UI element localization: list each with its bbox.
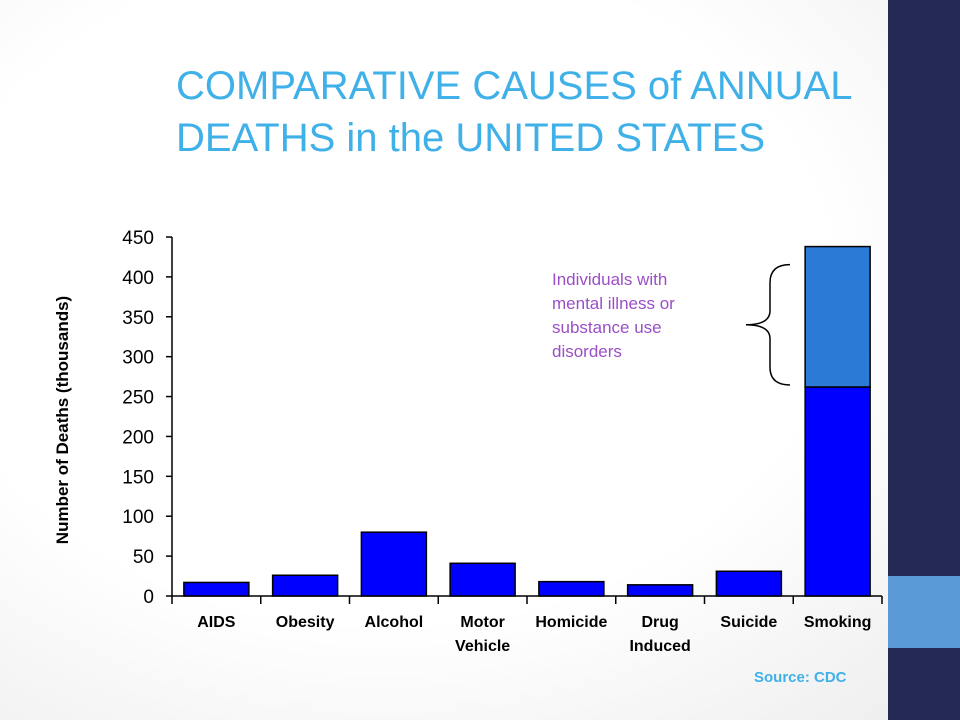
- bar: [183, 581, 250, 597]
- y-tick-label: 100: [122, 507, 154, 528]
- bar: [804, 386, 871, 597]
- x-tick-label: Suicide: [720, 614, 777, 631]
- bar-highlight-segment: [804, 245, 871, 388]
- source-label: Source: CDC: [754, 669, 847, 686]
- x-tick-label: Alcohol: [365, 614, 424, 631]
- x-tick-label: Obesity: [276, 614, 335, 631]
- y-tick-label: 50: [133, 547, 154, 568]
- bar: [271, 574, 339, 597]
- bar: [449, 562, 516, 597]
- x-tick-label: Smoking: [804, 614, 872, 631]
- y-tick-label: 350: [122, 308, 154, 329]
- bar: [538, 580, 605, 597]
- y-tick-label: 0: [143, 587, 154, 608]
- bar: [626, 584, 694, 597]
- y-tick-label: 150: [122, 467, 154, 488]
- slide-title: COMPARATIVE CAUSES of ANNUAL DEATHS in t…: [176, 64, 853, 160]
- x-tick-label: Homicide: [535, 614, 607, 631]
- y-tick-label: 450: [122, 228, 154, 249]
- sidebar-accent-block: [888, 576, 960, 648]
- annotation-text: Individuals with mental illness or subst…: [552, 270, 675, 361]
- x-tick-label: Drug Induced: [629, 614, 690, 655]
- annotation-bracket: [745, 263, 791, 386]
- x-tick-label: AIDS: [197, 614, 236, 631]
- y-tick-label: 200: [122, 427, 154, 448]
- y-tick-label: 250: [122, 388, 154, 409]
- bar: [360, 531, 428, 597]
- y-tick-label: 400: [122, 268, 154, 289]
- x-tick-label: Motor Vehicle: [455, 614, 510, 655]
- bar: [715, 570, 783, 597]
- y-tick-label: 300: [122, 348, 154, 369]
